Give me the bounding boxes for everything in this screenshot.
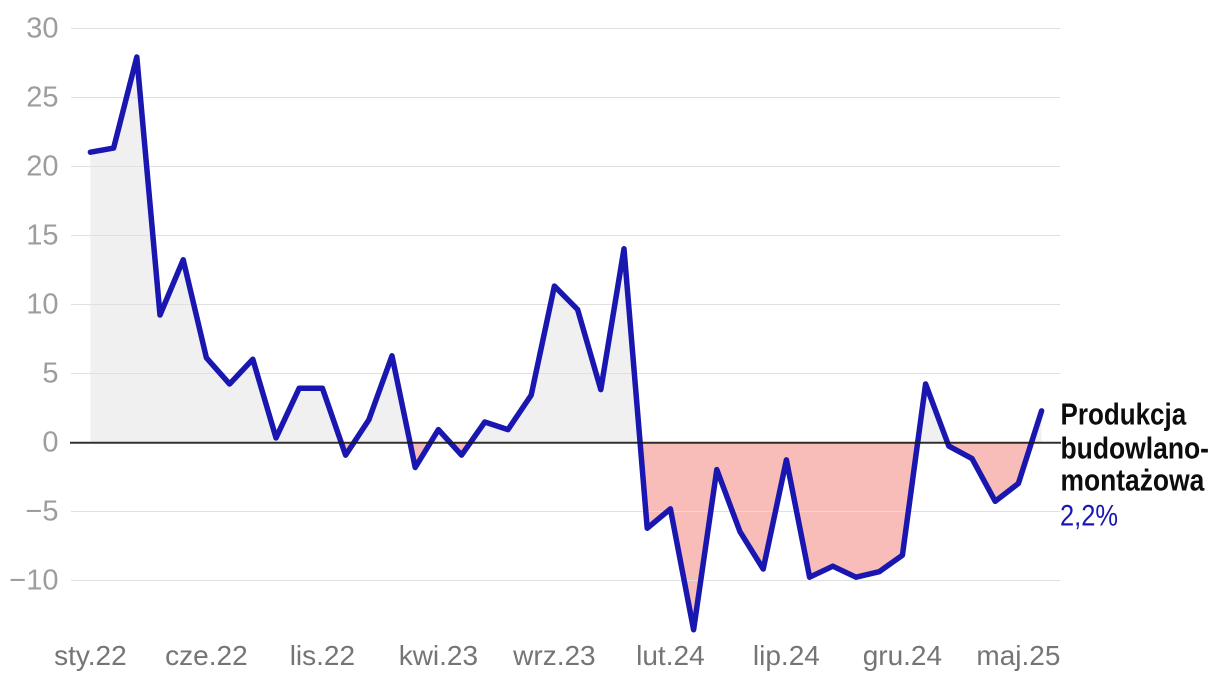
svg-text:10: 10: [26, 289, 58, 321]
svg-text:15: 15: [26, 220, 58, 252]
svg-text:25: 25: [26, 82, 58, 114]
svg-text:30: 30: [26, 13, 58, 45]
svg-text:maj.25: maj.25: [976, 640, 1060, 671]
svg-text:cze.22: cze.22: [165, 640, 248, 671]
svg-text:20: 20: [26, 151, 58, 183]
svg-text:lis.22: lis.22: [290, 640, 355, 671]
svg-text:−5: −5: [25, 496, 58, 528]
svg-text:sty.22: sty.22: [54, 640, 127, 671]
svg-text:−10: −10: [9, 565, 58, 597]
svg-text:wrz.23: wrz.23: [512, 640, 595, 671]
svg-text:budowlano-: budowlano-: [1061, 431, 1210, 466]
svg-text:Produkcja: Produkcja: [1061, 397, 1187, 432]
svg-text:montażowa: montażowa: [1061, 463, 1205, 498]
svg-text:5: 5: [42, 358, 58, 390]
svg-text:gru.24: gru.24: [863, 640, 942, 671]
svg-text:kwi.23: kwi.23: [399, 640, 478, 671]
svg-text:lut.24: lut.24: [636, 640, 705, 671]
svg-text:lip.24: lip.24: [753, 640, 820, 671]
svg-text:0: 0: [42, 427, 58, 459]
svg-text:2,2%: 2,2%: [1060, 500, 1118, 533]
